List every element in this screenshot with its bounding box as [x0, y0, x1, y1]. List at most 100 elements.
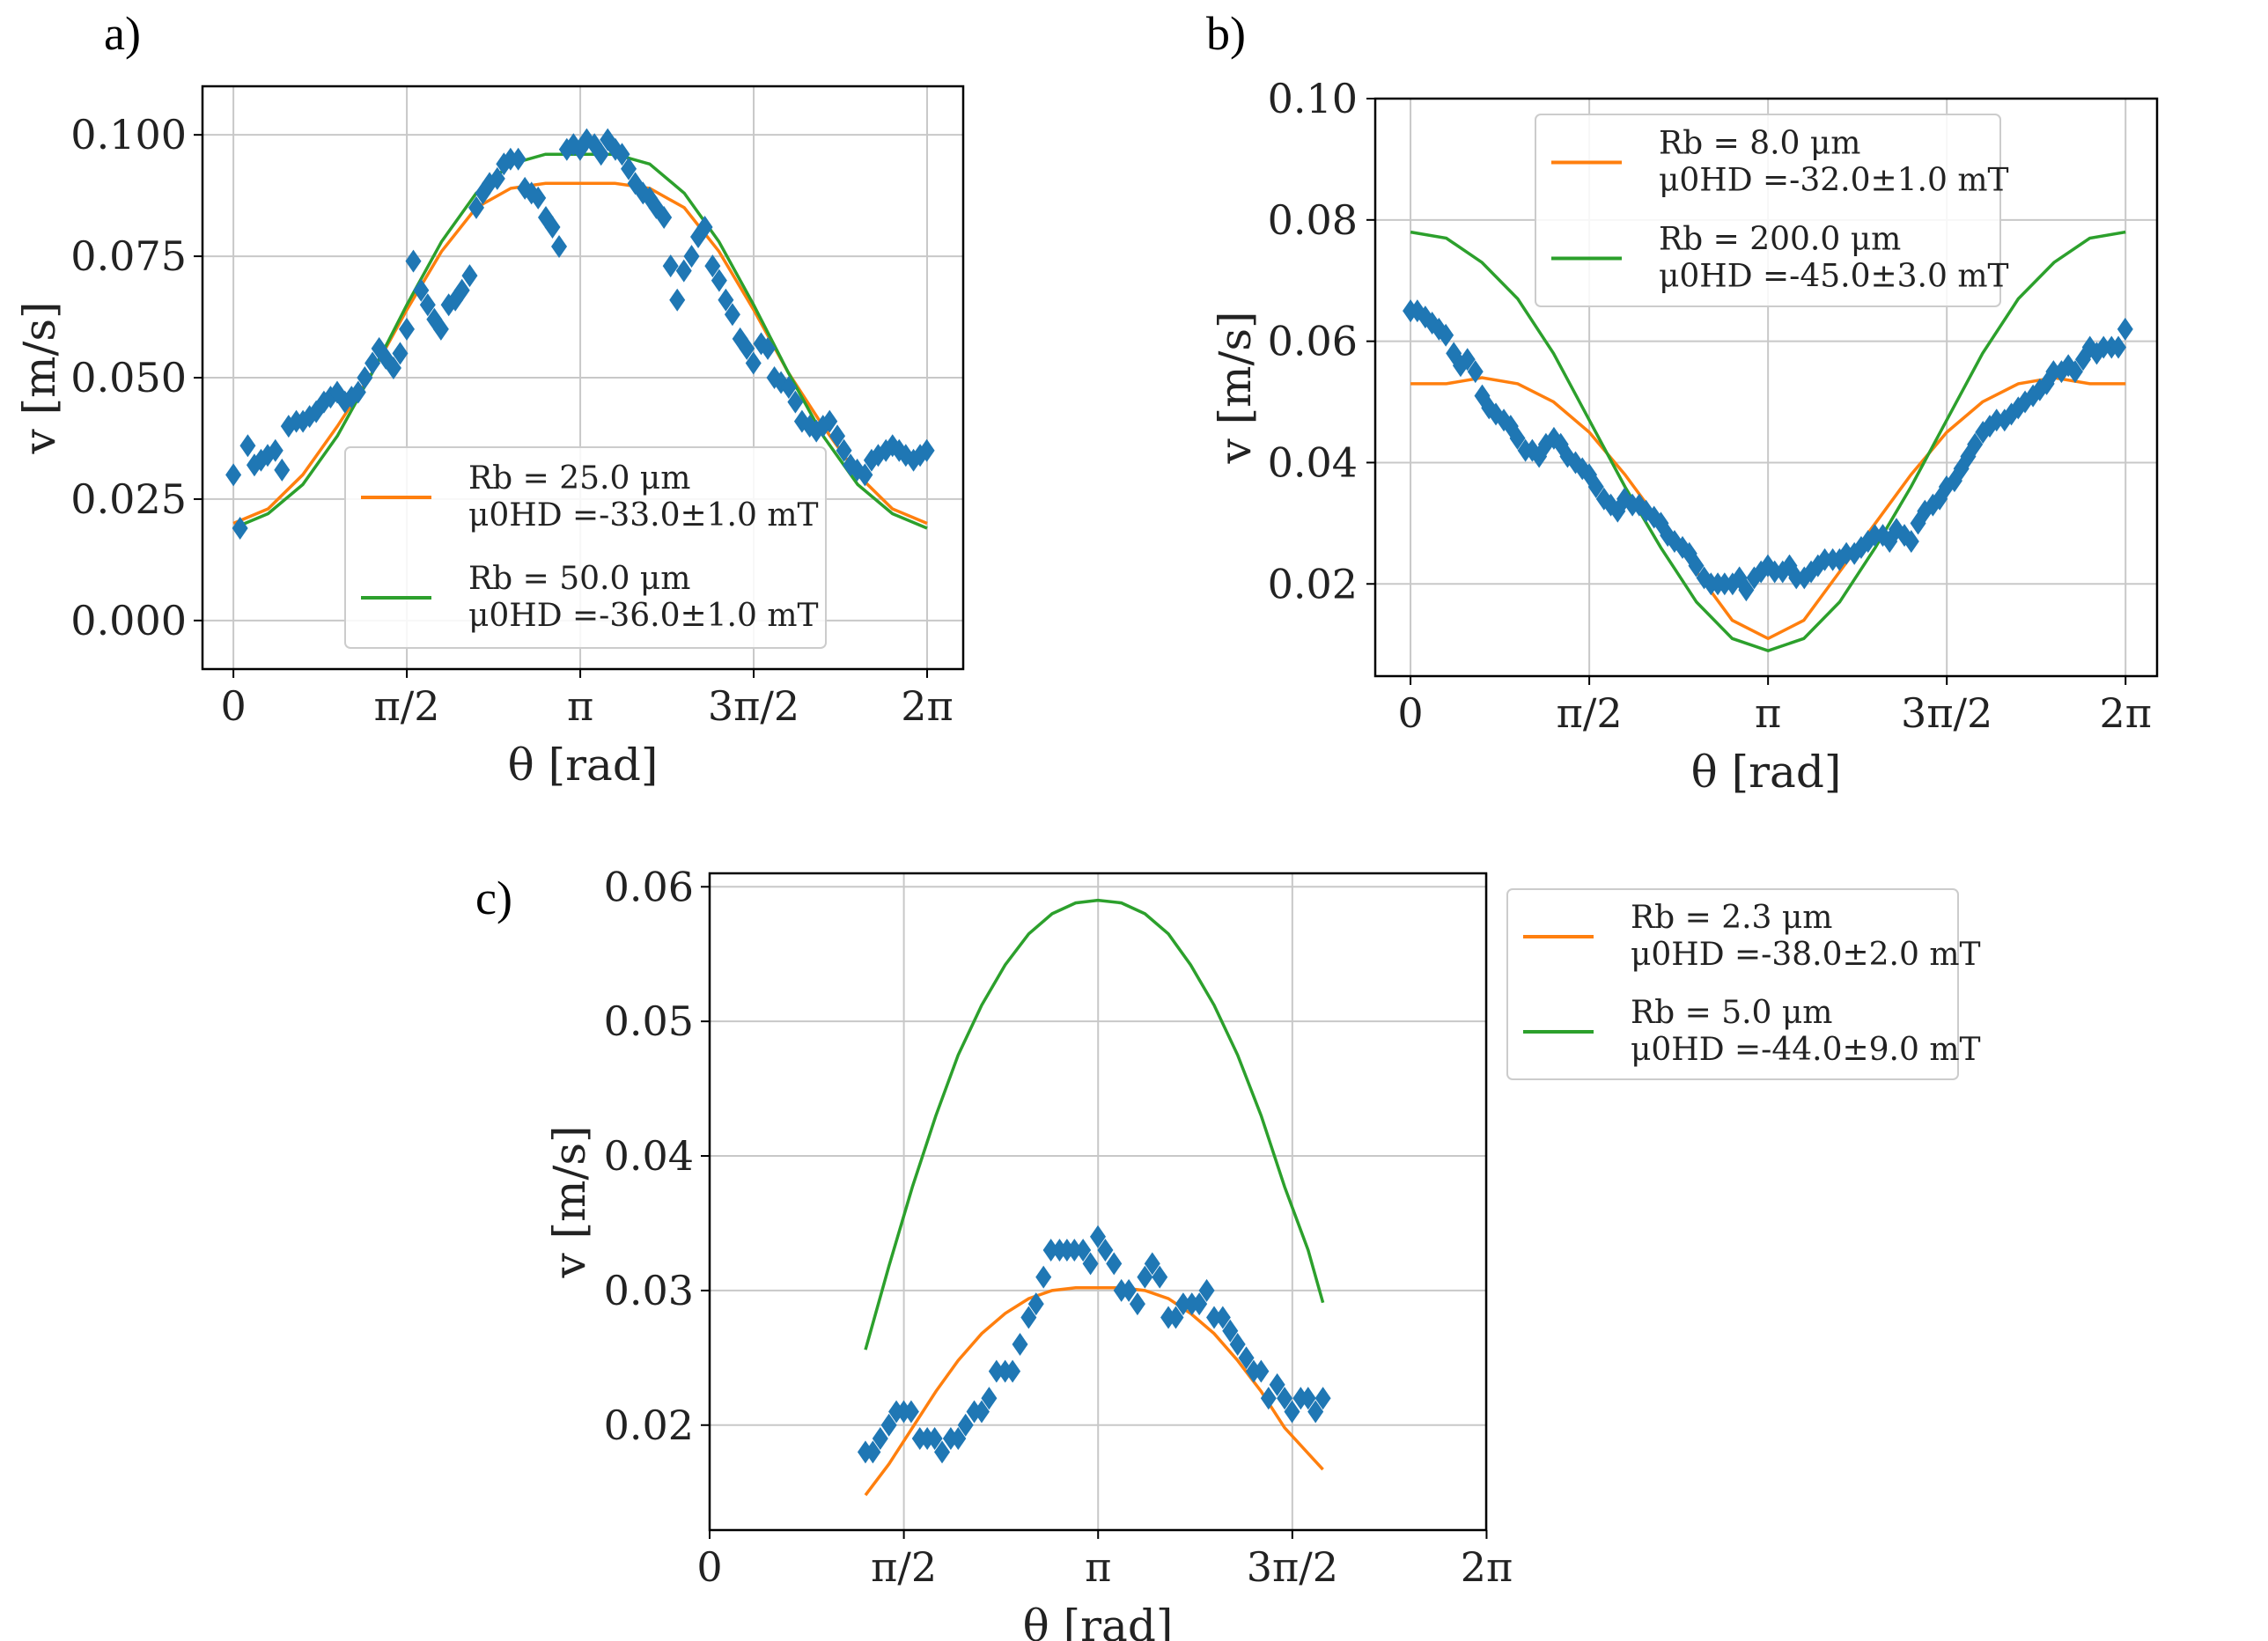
fit-line-1 [232, 181, 928, 526]
x-tick-label: 0 [696, 1543, 722, 1591]
x-tick-label: 2π [901, 682, 954, 730]
y-tick-label: 0.08 [1268, 196, 1358, 244]
data-point [1222, 1319, 1239, 1343]
panel-label-a: a) [104, 7, 141, 60]
data-point [468, 195, 484, 219]
data-point [593, 143, 609, 166]
plot-frame [1373, 97, 2159, 678]
y-tick-label: 0.05 [604, 997, 694, 1045]
data-point [1129, 1292, 1145, 1316]
legend-label-line2: μ0HD =-45.0±3.0 mT [1659, 259, 2009, 295]
data-point [1152, 1265, 1168, 1289]
data-point [1097, 1239, 1114, 1262]
legend-label-line2: μ0HD =-44.0±9.0 mT [1631, 1032, 1981, 1068]
data-point [1903, 530, 1919, 554]
data-point [902, 1400, 919, 1424]
data-point [981, 1387, 998, 1410]
x-axis-label: θ [rad] [1023, 1601, 1174, 1641]
data-point [1027, 1292, 1044, 1316]
data-point [683, 245, 700, 269]
data-point [1269, 1372, 1285, 1396]
data-point [544, 215, 561, 239]
data-point [1191, 1292, 1208, 1316]
y-tick-label: 0.050 [70, 354, 187, 401]
data-point [1467, 360, 1484, 384]
data-point [1300, 1387, 1316, 1410]
data-point [1260, 1387, 1277, 1410]
data-point [530, 186, 547, 210]
fit-line-2 [864, 898, 1325, 1350]
data-point [2045, 360, 2062, 384]
data-point [614, 143, 630, 166]
y-tick-label: 0.06 [604, 863, 694, 910]
data-point [675, 259, 692, 283]
x-tick-label: 2π [1461, 1543, 1513, 1591]
data-point [1229, 1333, 1246, 1357]
legend-label-line1: Rb = 8.0 μm [1659, 126, 1860, 162]
data-point [392, 342, 409, 365]
data-point [537, 205, 554, 229]
data-point [1788, 566, 1805, 590]
data-point [656, 205, 673, 229]
y-axis-label: v [m/s] [544, 1125, 595, 1278]
data-point [551, 235, 568, 259]
data-point [1167, 1306, 1184, 1329]
data-point [1042, 1239, 1059, 1262]
data-point [988, 1359, 1005, 1383]
data-point [1459, 348, 1476, 372]
y-tick-label: 0.04 [604, 1132, 694, 1180]
plot-frame [708, 872, 1488, 1532]
x-tick-label: π [567, 682, 593, 730]
data-point [865, 1440, 881, 1464]
y-axis-label: v [m/s] [14, 301, 65, 454]
data-point [711, 269, 727, 292]
legend-label-line2: μ0HD =-36.0±1.0 mT [468, 598, 819, 634]
data-point [1082, 1252, 1099, 1276]
legend-label-line1: Rb = 5.0 μm [1631, 995, 1832, 1031]
data-point [1106, 1252, 1123, 1276]
data-point [1020, 1306, 1037, 1329]
x-tick-label: 0 [220, 682, 246, 730]
data-point [926, 1427, 943, 1451]
data-point [2110, 335, 2127, 359]
plot-area [225, 128, 935, 541]
chart-panel-b: 0 π/2 π 3π/2 2π 0.02 0.04 0.06 0.08 0.10 θ [rad] v … [1210, 75, 2159, 798]
y-tick-label: 0.04 [1268, 438, 1358, 486]
data-point [385, 356, 401, 379]
x-tick-label: 3π/2 [1247, 1543, 1338, 1591]
legend-label-line2: μ0HD =-33.0±1.0 mT [468, 497, 819, 534]
data-point [1314, 1387, 1331, 1410]
legend-label-line1: Rb = 2.3 μm [1631, 900, 1832, 936]
data-point [1198, 1278, 1215, 1302]
data-point [829, 424, 846, 448]
data-point [950, 1427, 967, 1451]
x-axis-label: θ [rad] [508, 740, 659, 791]
data-point [880, 1413, 897, 1437]
x-tick-label: π/2 [1557, 689, 1623, 737]
data-point [1509, 426, 1526, 450]
legend-box [1535, 114, 2001, 307]
y-tick-label: 0.075 [70, 232, 187, 280]
data-point [1284, 1400, 1300, 1424]
legend-label-line2: μ0HD =-32.0±1.0 mT [1659, 163, 2009, 199]
data-point [1214, 1306, 1231, 1329]
data-point [821, 409, 838, 433]
data-point [1121, 1278, 1138, 1302]
legend-label-line1: Rb = 25.0 μm [468, 460, 690, 497]
y-axis-label: v [m/s] [1210, 311, 1261, 464]
data-point [1552, 432, 1569, 456]
data-point [510, 147, 526, 171]
data-point [836, 438, 852, 462]
data-point [662, 254, 679, 278]
fit-line-2 [1410, 230, 2126, 652]
y-tick-label: 0.000 [70, 597, 187, 644]
fit-line-1 [1410, 376, 2126, 641]
data-point [718, 288, 734, 312]
data-point [2066, 360, 2083, 384]
data-point [364, 351, 381, 375]
data-point [1988, 408, 2005, 432]
data-point [857, 463, 873, 487]
data-point [1688, 554, 1705, 578]
fit-line-1 [864, 1286, 1324, 1497]
